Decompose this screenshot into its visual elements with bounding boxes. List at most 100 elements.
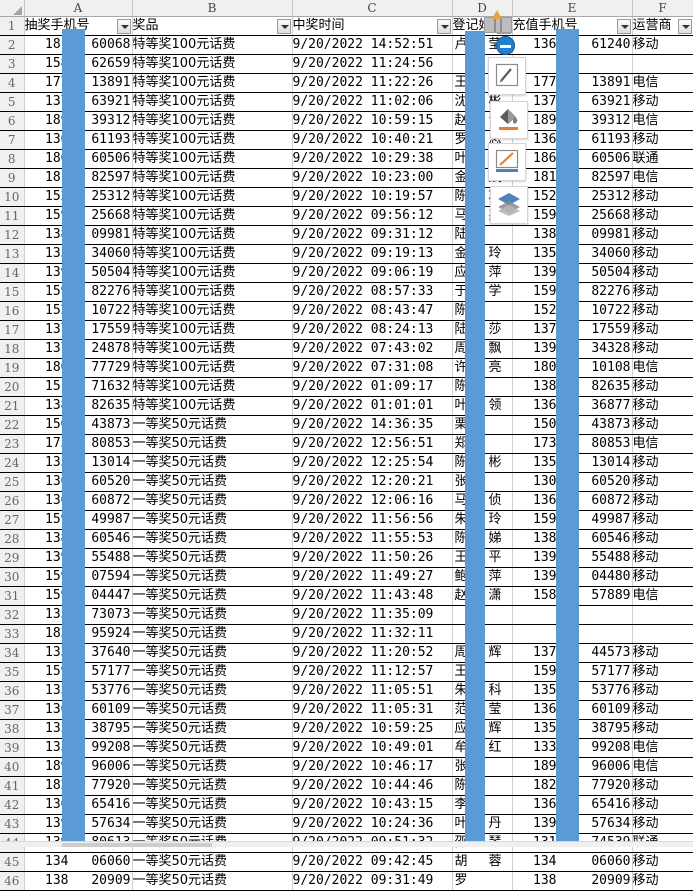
cell-carrier[interactable]: 移动 — [632, 871, 693, 891]
cell-carrier[interactable]: 移动 — [632, 225, 693, 245]
cell-win-time[interactable]: 9/20/2022 10:24:36 — [292, 814, 453, 834]
cell-registered-name[interactable]: 陈 — [452, 377, 513, 397]
cell-prize[interactable]: 一等奖50元话费 — [132, 662, 293, 682]
row-number[interactable]: 7 — [0, 130, 25, 150]
row-number[interactable]: 28 — [0, 529, 25, 549]
cell-registered-name[interactable]: 叶丹 — [452, 814, 513, 834]
cell-win-time[interactable]: 9/20/2022 11:50:26 — [292, 548, 453, 568]
cell-win-time[interactable]: 9/20/2022 10:43:15 — [292, 795, 453, 815]
cell-win-time[interactable]: 9/20/2022 07:43:02 — [292, 339, 453, 359]
cell-registered-name[interactable]: 陈娣 — [452, 529, 513, 549]
cell-registered-name[interactable]: 张 — [452, 472, 513, 492]
cell-win-time[interactable]: 9/20/2022 12:25:54 — [292, 453, 453, 473]
cell-prize[interactable]: 一等奖50元话费 — [132, 795, 293, 815]
cell-recharge-phone[interactable]: 189 39312 — [512, 111, 633, 131]
row-number[interactable]: 25 — [0, 472, 25, 492]
cell-lottery-phone[interactable]: 159 49987 — [24, 510, 133, 530]
cell-win-time[interactable]: 9/20/2022 09:19:13 — [292, 244, 453, 264]
cell-win-time[interactable]: 9/20/2022 11:20:52 — [292, 643, 453, 663]
cell-carrier[interactable]: 移动 — [632, 415, 693, 435]
cell-prize[interactable]: 特等奖100元话费 — [132, 396, 293, 416]
cell-carrier[interactable]: 移动 — [632, 377, 693, 397]
cell-prize[interactable]: 一等奖50元话费 — [132, 529, 293, 549]
cell-recharge-phone[interactable]: 136 60109 — [512, 700, 633, 720]
cell-registered-name[interactable]: 朱玲 — [452, 510, 513, 530]
cell-registered-name[interactable]: 许亮 — [452, 358, 513, 378]
cell-prize[interactable]: 特等奖100元话费 — [132, 35, 293, 55]
cell-carrier[interactable]: 电信 — [632, 434, 693, 454]
cell-prize[interactable]: 特等奖100元话费 — [132, 301, 293, 321]
cell-lottery-phone[interactable]: 186 60506 — [24, 149, 133, 169]
cell-recharge-phone[interactable]: 135 34060 — [512, 244, 633, 264]
cell-registered-name[interactable]: 罗 — [452, 871, 513, 891]
cell-recharge-phone[interactable]: 180 10108 — [512, 358, 633, 378]
row-number[interactable]: 9 — [0, 168, 25, 188]
cell-recharge-phone[interactable]: 134 06060 — [512, 852, 633, 872]
cell-prize[interactable]: 特等奖100元话费 — [132, 54, 293, 74]
column-letter-f[interactable]: F — [632, 0, 693, 17]
cell-recharge-phone[interactable]: 137 17559 — [512, 320, 633, 340]
cell-recharge-phone[interactable]: 139 34328 — [512, 339, 633, 359]
cell-recharge-phone[interactable]: 159 57177 — [512, 662, 633, 682]
cell-registered-name[interactable]: 于学 — [452, 282, 513, 302]
cell-lottery-phone[interactable]: 159 04447 — [24, 586, 133, 606]
select-all-corner[interactable] — [0, 0, 25, 17]
cell-recharge-phone[interactable]: 138 09981 — [512, 225, 633, 245]
cell-recharge-phone[interactable]: 173 80853 — [512, 434, 633, 454]
cell-carrier[interactable]: 移动 — [632, 700, 693, 720]
cell-lottery-phone[interactable]: 135 53776 — [24, 681, 133, 701]
cell-recharge-phone[interactable]: 136 60872 — [512, 491, 633, 511]
row-number[interactable]: 5 — [0, 92, 25, 112]
cell-lottery-phone[interactable]: 137 63921 — [24, 92, 133, 112]
cell-registered-name[interactable] — [452, 605, 513, 625]
cell-registered-name[interactable]: 牟红 — [452, 738, 513, 758]
cell-recharge-phone[interactable]: 135 38795 — [512, 719, 633, 739]
cell-lottery-phone[interactable]: 182 77920 — [24, 776, 133, 796]
cell-win-time[interactable]: 9/20/2022 10:46:17 — [292, 757, 453, 777]
cell-recharge-phone[interactable]: 138 20909 — [512, 871, 633, 891]
cell-carrier[interactable]: 移动 — [632, 529, 693, 549]
cell-prize[interactable]: 一等奖50元话费 — [132, 434, 293, 454]
cell-lottery-phone[interactable]: 180 77729 — [24, 358, 133, 378]
field-header-recharge-phone[interactable]: 充值手机号 — [512, 16, 633, 36]
cell-carrier[interactable]: 移动 — [632, 795, 693, 815]
cell-lottery-phone[interactable]: 138 20909 — [24, 871, 133, 891]
cell-lottery-phone[interactable]: 183 95924 — [24, 624, 133, 644]
cell-recharge-phone[interactable]: 137 44573 — [512, 643, 633, 663]
cell-prize[interactable]: 一等奖50元话费 — [132, 472, 293, 492]
cell-lottery-phone[interactable]: 151 71632 — [24, 377, 133, 397]
cell-registered-name[interactable]: 叶领 — [452, 396, 513, 416]
column-letter-d[interactable]: D — [452, 0, 513, 17]
cell-carrier[interactable]: 移动 — [632, 453, 693, 473]
cell-lottery-phone[interactable]: 139 57634 — [24, 814, 133, 834]
cell-recharge-phone[interactable]: 135 53776 — [512, 681, 633, 701]
cell-win-time[interactable]: 9/20/2022 11:24:56 — [292, 54, 453, 74]
cell-carrier[interactable] — [632, 624, 693, 644]
cell-recharge-phone[interactable]: 159 25668 — [512, 206, 633, 226]
cell-recharge-phone[interactable]: 139 50504 — [512, 263, 633, 283]
column-letter-b[interactable]: B — [132, 0, 293, 17]
row-number[interactable]: 11 — [0, 206, 25, 226]
row-number[interactable]: 1 — [0, 16, 25, 36]
cell-lottery-phone[interactable]: 138 09981 — [24, 225, 133, 245]
cell-recharge-phone[interactable]: 159 49987 — [512, 510, 633, 530]
cell-registered-name[interactable]: 陈 — [452, 301, 513, 321]
row-number[interactable]: 3 — [0, 54, 25, 74]
row-number[interactable]: 20 — [0, 377, 25, 397]
cell-recharge-phone[interactable]: 158 57889 — [512, 586, 633, 606]
cell-carrier[interactable]: 移动 — [632, 643, 693, 663]
row-number[interactable]: 21 — [0, 396, 25, 416]
cell-recharge-phone[interactable] — [512, 624, 633, 644]
cell-carrier[interactable]: 移动 — [632, 187, 693, 207]
cell-registered-name[interactable]: 王平 — [452, 548, 513, 568]
cell-prize[interactable]: 特等奖100元话费 — [132, 149, 293, 169]
cell-lottery-phone[interactable]: 135 38795 — [24, 719, 133, 739]
cell-recharge-phone[interactable]: 130 60520 — [512, 472, 633, 492]
row-number[interactable]: 22 — [0, 415, 25, 435]
cell-lottery-phone[interactable]: 135 73073 — [24, 605, 133, 625]
cell-recharge-phone[interactable]: 137 63921 — [512, 92, 633, 112]
row-number[interactable]: 33 — [0, 624, 25, 644]
cell-lottery-phone[interactable]: 152 25312 — [24, 187, 133, 207]
cell-win-time[interactable]: 9/20/2022 10:44:46 — [292, 776, 453, 796]
drag-handle-marker[interactable] — [484, 10, 512, 33]
